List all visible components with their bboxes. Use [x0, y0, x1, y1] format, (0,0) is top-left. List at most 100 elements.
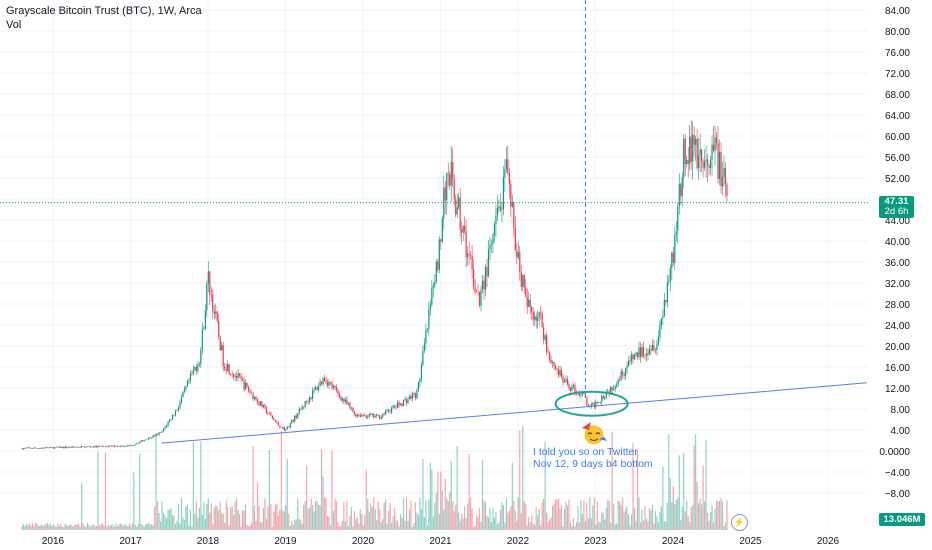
candle-body — [701, 149, 703, 162]
volume-bar — [140, 523, 142, 530]
trendline[interactable] — [161, 382, 867, 444]
candle-body — [419, 379, 421, 383]
volume-bar — [452, 501, 454, 530]
candle-body — [125, 446, 127, 447]
volume-bar — [113, 526, 116, 530]
candle-body — [510, 184, 512, 207]
volume-bar — [216, 506, 218, 530]
candle-body — [446, 173, 448, 201]
candle-body — [109, 445, 111, 447]
candle-body — [671, 252, 673, 268]
candle-body — [119, 445, 121, 447]
candle-body — [523, 275, 525, 288]
volume-bar — [467, 503, 469, 530]
volume-bar — [662, 466, 664, 530]
volume-bar — [483, 500, 485, 530]
volume-bar — [480, 521, 482, 530]
volume-bar — [659, 511, 661, 530]
volume-bar — [425, 500, 427, 530]
volume-bar — [613, 503, 615, 530]
candle-body — [526, 297, 528, 307]
volume-bar — [76, 523, 78, 530]
candle-body — [161, 431, 163, 433]
x-tick-label: 2017 — [119, 536, 142, 547]
volume-bar — [243, 510, 245, 530]
lightning-icon[interactable]: ⚡ — [731, 514, 748, 531]
volume-bar — [712, 522, 715, 530]
volume-bar — [25, 524, 28, 530]
bottom-circle-annotation[interactable] — [554, 390, 629, 417]
candle-body — [285, 429, 287, 431]
candle-body — [86, 446, 89, 448]
candle-body — [587, 404, 589, 407]
volume-bar — [562, 526, 564, 530]
candle-body — [638, 347, 640, 357]
volume-bar — [288, 513, 290, 530]
volume-bar — [48, 524, 50, 530]
y-tick-label: 32.00 — [885, 279, 910, 290]
volume-bar — [507, 512, 509, 530]
candle-body — [241, 379, 244, 381]
annotation-text[interactable]: I told you so on Twitter Nov 12, 9 days … — [533, 446, 653, 470]
candle-body — [431, 287, 433, 305]
volume-bar — [203, 501, 205, 530]
candle-body — [322, 377, 324, 385]
candle-body — [574, 385, 576, 393]
candle-body — [705, 159, 707, 162]
volume-bar — [128, 523, 130, 530]
volume-bar — [34, 523, 37, 530]
candle-body — [304, 401, 306, 408]
volume-bar — [633, 507, 636, 530]
volume-bar — [222, 513, 224, 530]
candle-body — [414, 393, 417, 399]
candle-body — [338, 393, 341, 397]
candle-body — [508, 173, 510, 185]
volume-label[interactable]: Vol — [6, 19, 22, 31]
candle-body — [392, 405, 394, 408]
candle-body — [279, 425, 281, 428]
candle-body — [432, 285, 434, 288]
candle-body — [620, 371, 622, 381]
volume-bar — [458, 512, 460, 530]
candle-body — [467, 253, 469, 258]
volume-bar — [207, 498, 209, 530]
volume-bar — [116, 526, 118, 530]
volume-bar — [103, 525, 105, 530]
candle-body — [449, 174, 451, 186]
candle-body — [450, 162, 452, 186]
time-axis[interactable]: 2016 2017 2018 2019 2020 2021 2022 2023 2024 2025… — [42, 536, 840, 547]
volume-bar — [446, 498, 448, 530]
volume-bar — [328, 516, 330, 530]
volume-bar — [471, 508, 473, 530]
volume-bar — [461, 513, 463, 530]
volume-bar — [271, 526, 273, 530]
volume-bar — [358, 523, 360, 530]
candle-body — [370, 413, 372, 415]
price-axis[interactable]: 84.00 80.00 76.00 72.00 68.00 64.00 60.00 56.00… — [879, 6, 910, 500]
candle-body — [458, 197, 460, 208]
volume-bar — [720, 498, 722, 530]
volume-bar — [455, 505, 457, 530]
volume-bar — [237, 509, 239, 530]
candle-body — [382, 413, 384, 418]
volume-bar — [250, 523, 253, 530]
volume-bar — [282, 510, 284, 530]
candle-body — [280, 427, 282, 429]
volume-bar — [632, 442, 634, 530]
volume-bar — [456, 445, 458, 530]
volume-bar — [218, 510, 220, 530]
volume-bar — [374, 509, 376, 530]
volume-bar — [453, 511, 455, 530]
candle-body — [669, 267, 671, 282]
candle-body — [218, 320, 220, 337]
volume-bar — [367, 499, 369, 530]
candle-body — [250, 392, 253, 394]
volume-bar — [161, 501, 163, 530]
candle-body — [247, 386, 250, 392]
volume-bar — [88, 525, 90, 530]
volume-bar — [705, 439, 707, 530]
candle-body — [380, 417, 382, 419]
candle-body — [81, 446, 83, 448]
symbol-title[interactable]: Grayscale Bitcoin Trust (BTC), 1W, Arca — [6, 5, 202, 17]
